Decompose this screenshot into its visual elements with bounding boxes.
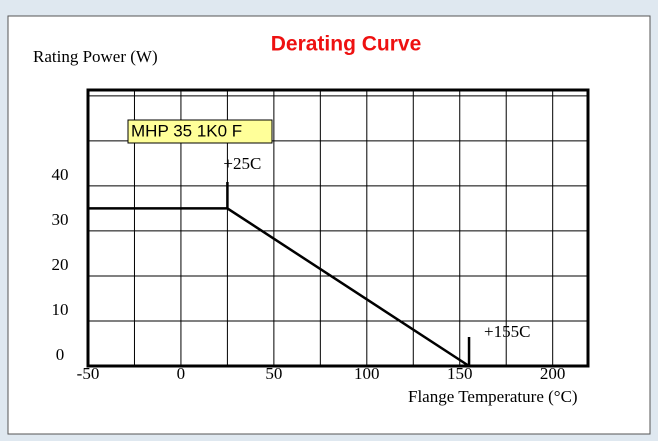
- annotation-label: +25C: [223, 154, 261, 173]
- y-tick-label: 10: [52, 300, 69, 319]
- x-tick-label: -50: [77, 364, 100, 383]
- x-tick-label: 200: [540, 364, 566, 383]
- chart-title: Derating Curve: [271, 33, 422, 56]
- y-tick-label: 0: [56, 345, 65, 364]
- y-tick-label: 40: [52, 165, 69, 184]
- y-tick-label: 20: [52, 255, 69, 274]
- x-axis-label: Flange Temperature (°C): [408, 387, 578, 406]
- x-tick-label: 0: [177, 364, 186, 383]
- x-tick-label: 50: [265, 364, 282, 383]
- legend-label: MHP 35 1K0 F: [131, 121, 242, 140]
- y-axis-label: Rating Power (W): [33, 47, 158, 66]
- y-tick-label: 30: [52, 210, 69, 229]
- plot-border: [86, 88, 590, 368]
- x-tick-label: 150: [447, 364, 473, 383]
- legend-box: [127, 119, 273, 144]
- annotation-label: +155C: [484, 322, 530, 341]
- x-tick-label: 100: [354, 364, 380, 383]
- panel: [7, 15, 651, 435]
